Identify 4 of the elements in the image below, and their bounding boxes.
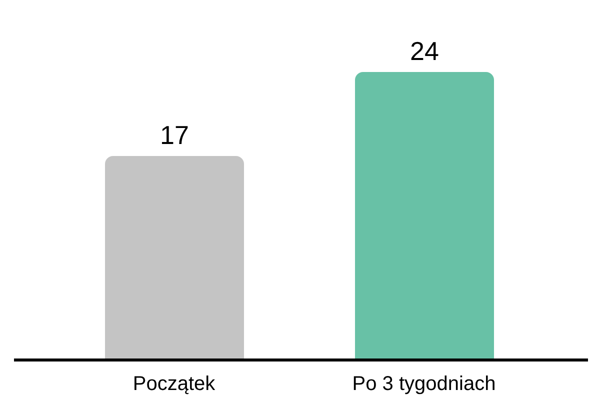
data-label: 17: [160, 120, 189, 150]
data-label: 24: [410, 36, 439, 66]
x-tick-label: Po 3 tygodniach: [352, 373, 496, 396]
x-tick-label: Początek: [132, 373, 216, 396]
